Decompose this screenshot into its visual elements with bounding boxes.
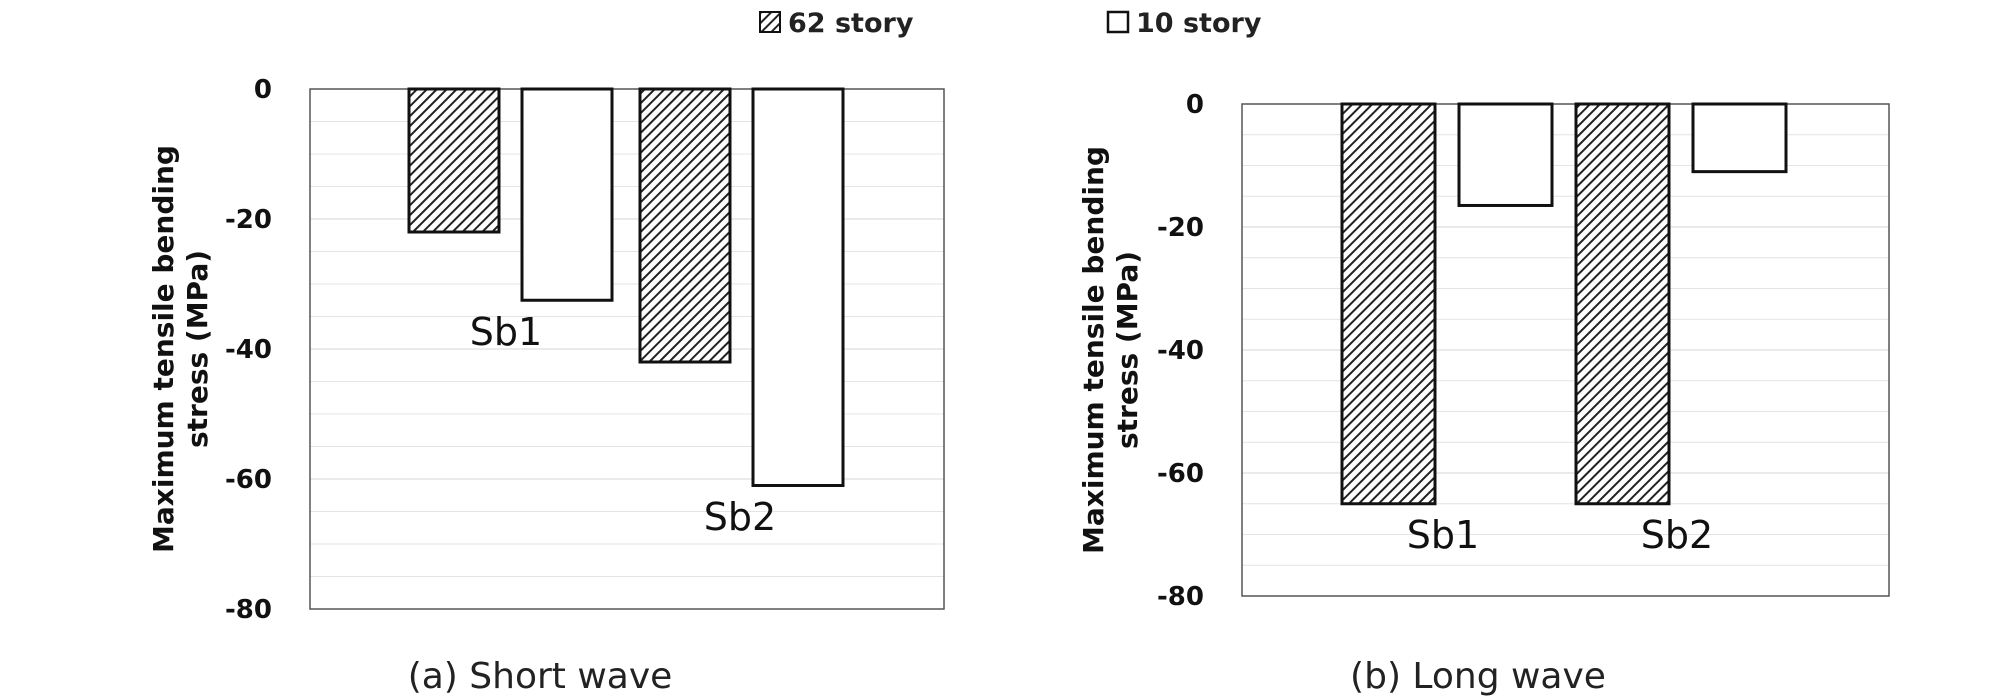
bar-10-story-sb2	[1691, 102, 1788, 174]
y-tick-labels: 0 -20 -40 -60 -80	[225, 75, 272, 625]
legend-label-10-story: 10 story	[1136, 8, 1262, 39]
y-axis-label-line-1: Maximum tensile bending	[147, 145, 180, 553]
bars	[407, 87, 845, 487]
category-label-sb1: Sb1	[470, 310, 542, 354]
y-tick-label: -40	[225, 335, 272, 365]
bar-62-story-sb1	[1340, 102, 1437, 506]
bar-62-story-sb2	[1574, 102, 1671, 506]
y-axis-label-line-2: stress (MPa)	[1111, 251, 1144, 449]
chart-panel-short-wave: 0 -20 -40 -60 -80 Maximum tensile bending st…	[147, 75, 945, 696]
legend: 62 story 10 story	[759, 8, 1262, 39]
y-axis-label-line-2: stress (MPa)	[181, 250, 214, 448]
y-tick-label: -60	[1157, 459, 1204, 489]
panel-caption: (a) Short wave	[408, 656, 673, 696]
bar-62-story-sb1	[407, 87, 501, 234]
y-tick-label: -20	[1157, 213, 1204, 243]
bar-62-story-sb2	[638, 87, 732, 364]
category-label-sb1: Sb1	[1407, 513, 1479, 557]
y-tick-label: -60	[225, 465, 272, 495]
category-label-sb2: Sb2	[704, 495, 776, 539]
legend-label-62-story: 62 story	[788, 8, 914, 39]
y-axis-label-line-1: Maximum tensile bending	[1077, 146, 1110, 554]
y-tick-label: -80	[225, 595, 272, 625]
plot-area-frame	[1241, 103, 1890, 597]
y-tick-label: -20	[225, 205, 272, 235]
y-tick-label: -80	[1157, 582, 1204, 612]
bar-10-story-sb1	[1457, 102, 1554, 207]
grid-lines	[1242, 134, 1889, 566]
y-tick-label: 0	[254, 75, 272, 105]
y-tick-label: 0	[1186, 90, 1204, 120]
plot-area-frame	[309, 88, 945, 610]
grid-lines	[310, 121, 944, 577]
category-label-sb2: Sb2	[1641, 513, 1713, 557]
y-tick-label: -40	[1157, 336, 1204, 366]
bars	[1340, 102, 1788, 506]
legend-swatch-10-story	[1106, 10, 1130, 34]
chart-panel-long-wave: 0 -20 -40 -60 -80 Maximum tensile bending st…	[1077, 90, 1890, 696]
panel-caption: (b) Long wave	[1350, 656, 1606, 696]
bar-10-story-sb2	[751, 87, 845, 487]
bar-10-story-sb1	[520, 87, 614, 302]
legend-swatch-62-story	[759, 11, 781, 33]
y-tick-labels: 0 -20 -40 -60 -80	[1157, 90, 1204, 612]
